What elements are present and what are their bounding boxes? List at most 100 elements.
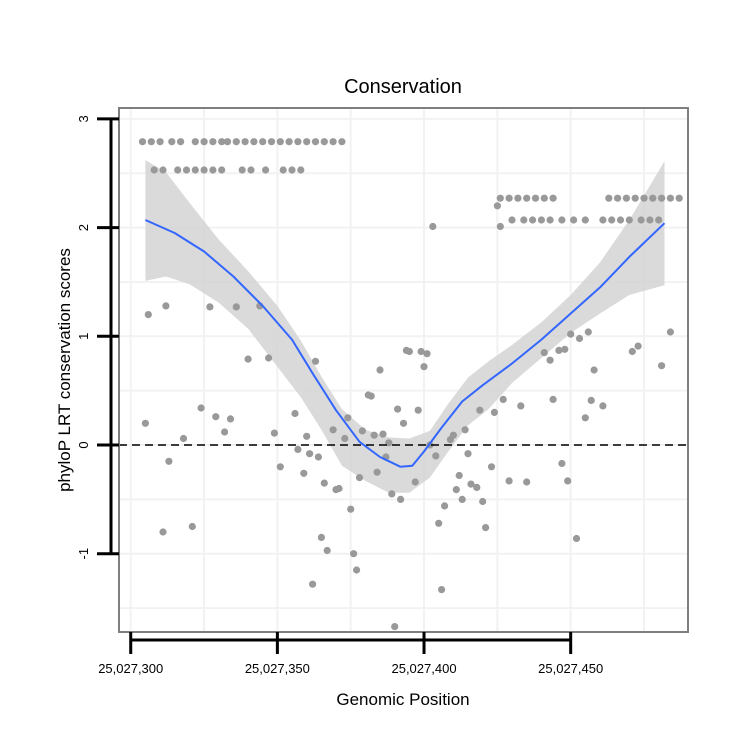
data-point xyxy=(435,519,443,527)
data-point xyxy=(267,138,276,146)
data-point xyxy=(294,138,302,146)
data-point xyxy=(546,216,554,224)
x-tick-label: 25,027,400 xyxy=(391,661,456,676)
data-point xyxy=(581,414,589,422)
data-point xyxy=(616,216,625,224)
data-point xyxy=(311,357,320,365)
data-point xyxy=(247,166,255,174)
data-point xyxy=(355,474,364,482)
data-point xyxy=(537,216,546,224)
data-point xyxy=(599,216,607,224)
data-point xyxy=(397,495,405,503)
y-tick-label: 3 xyxy=(76,115,91,122)
data-point xyxy=(476,406,484,414)
data-point xyxy=(479,497,487,506)
data-point xyxy=(514,194,522,202)
data-point xyxy=(270,429,278,437)
data-point xyxy=(329,138,337,146)
data-point xyxy=(344,414,352,422)
data-point xyxy=(637,216,645,224)
data-point xyxy=(279,166,287,174)
data-point xyxy=(455,471,463,480)
data-point xyxy=(168,138,176,146)
data-point xyxy=(666,194,675,202)
data-point xyxy=(584,328,592,336)
data-point xyxy=(675,194,683,202)
data-point xyxy=(350,550,358,558)
data-point xyxy=(640,194,648,202)
data-point xyxy=(549,194,557,202)
data-point xyxy=(599,402,607,410)
data-point xyxy=(370,431,378,439)
x-tick-label: 25,027,350 xyxy=(245,661,310,676)
data-point xyxy=(523,478,531,486)
data-point xyxy=(238,166,246,174)
data-point xyxy=(394,405,402,413)
data-point xyxy=(414,406,422,414)
plot-frame xyxy=(118,107,689,633)
data-point xyxy=(200,138,208,146)
data-point xyxy=(388,490,396,498)
data-point xyxy=(191,138,199,146)
data-point xyxy=(206,303,214,311)
data-point xyxy=(429,222,437,231)
data-point xyxy=(505,194,513,202)
data-point xyxy=(564,477,572,485)
chart-title: Conservation xyxy=(344,76,462,98)
data-point xyxy=(138,138,147,146)
data-point xyxy=(358,427,366,435)
data-point xyxy=(467,480,475,488)
data-point xyxy=(347,505,355,513)
data-point xyxy=(655,216,663,224)
data-point xyxy=(493,202,501,210)
data-point xyxy=(241,138,249,146)
data-point xyxy=(165,457,173,465)
data-point xyxy=(587,396,595,404)
data-point xyxy=(496,194,504,202)
data-point xyxy=(590,366,598,374)
data-point xyxy=(335,484,343,493)
y-tick-label: 1 xyxy=(76,333,91,340)
data-point xyxy=(614,194,622,202)
data-point xyxy=(250,138,258,146)
data-point xyxy=(622,194,631,202)
data-point xyxy=(300,469,308,477)
data-point xyxy=(144,311,152,319)
data-point xyxy=(179,434,188,443)
data-point xyxy=(605,194,613,202)
data-point xyxy=(314,453,322,461)
data-point xyxy=(529,216,537,224)
data-point xyxy=(303,432,311,440)
data-point xyxy=(540,194,548,202)
data-point xyxy=(218,166,226,174)
y-tick-label: 2 xyxy=(76,224,91,231)
data-point xyxy=(490,408,498,416)
data-point xyxy=(191,166,199,174)
data-point xyxy=(159,166,167,174)
data-point xyxy=(174,166,182,174)
data-point xyxy=(658,194,666,202)
data-point xyxy=(508,216,516,224)
data-point xyxy=(150,166,158,174)
data-point xyxy=(555,346,563,354)
data-point xyxy=(232,303,240,311)
data-point xyxy=(464,450,472,458)
data-point xyxy=(373,468,381,476)
y-tick-label: -1 xyxy=(76,548,91,560)
y-axis: -1 0 1 2 3 xyxy=(76,115,119,559)
data-point xyxy=(631,194,639,202)
data-point xyxy=(141,419,149,427)
data-point xyxy=(399,419,408,427)
data-point xyxy=(306,450,314,458)
data-point xyxy=(197,404,205,412)
data-point xyxy=(581,216,589,224)
data-point xyxy=(520,216,528,224)
data-point xyxy=(276,463,284,471)
data-point xyxy=(291,409,299,418)
data-point xyxy=(658,362,666,370)
data-point xyxy=(523,194,531,202)
x-axis: 25,027,300 25,027,350 25,027,400 25,027,450 xyxy=(98,632,603,676)
data-point xyxy=(218,138,226,146)
data-point xyxy=(159,528,167,536)
data-points xyxy=(138,138,683,631)
